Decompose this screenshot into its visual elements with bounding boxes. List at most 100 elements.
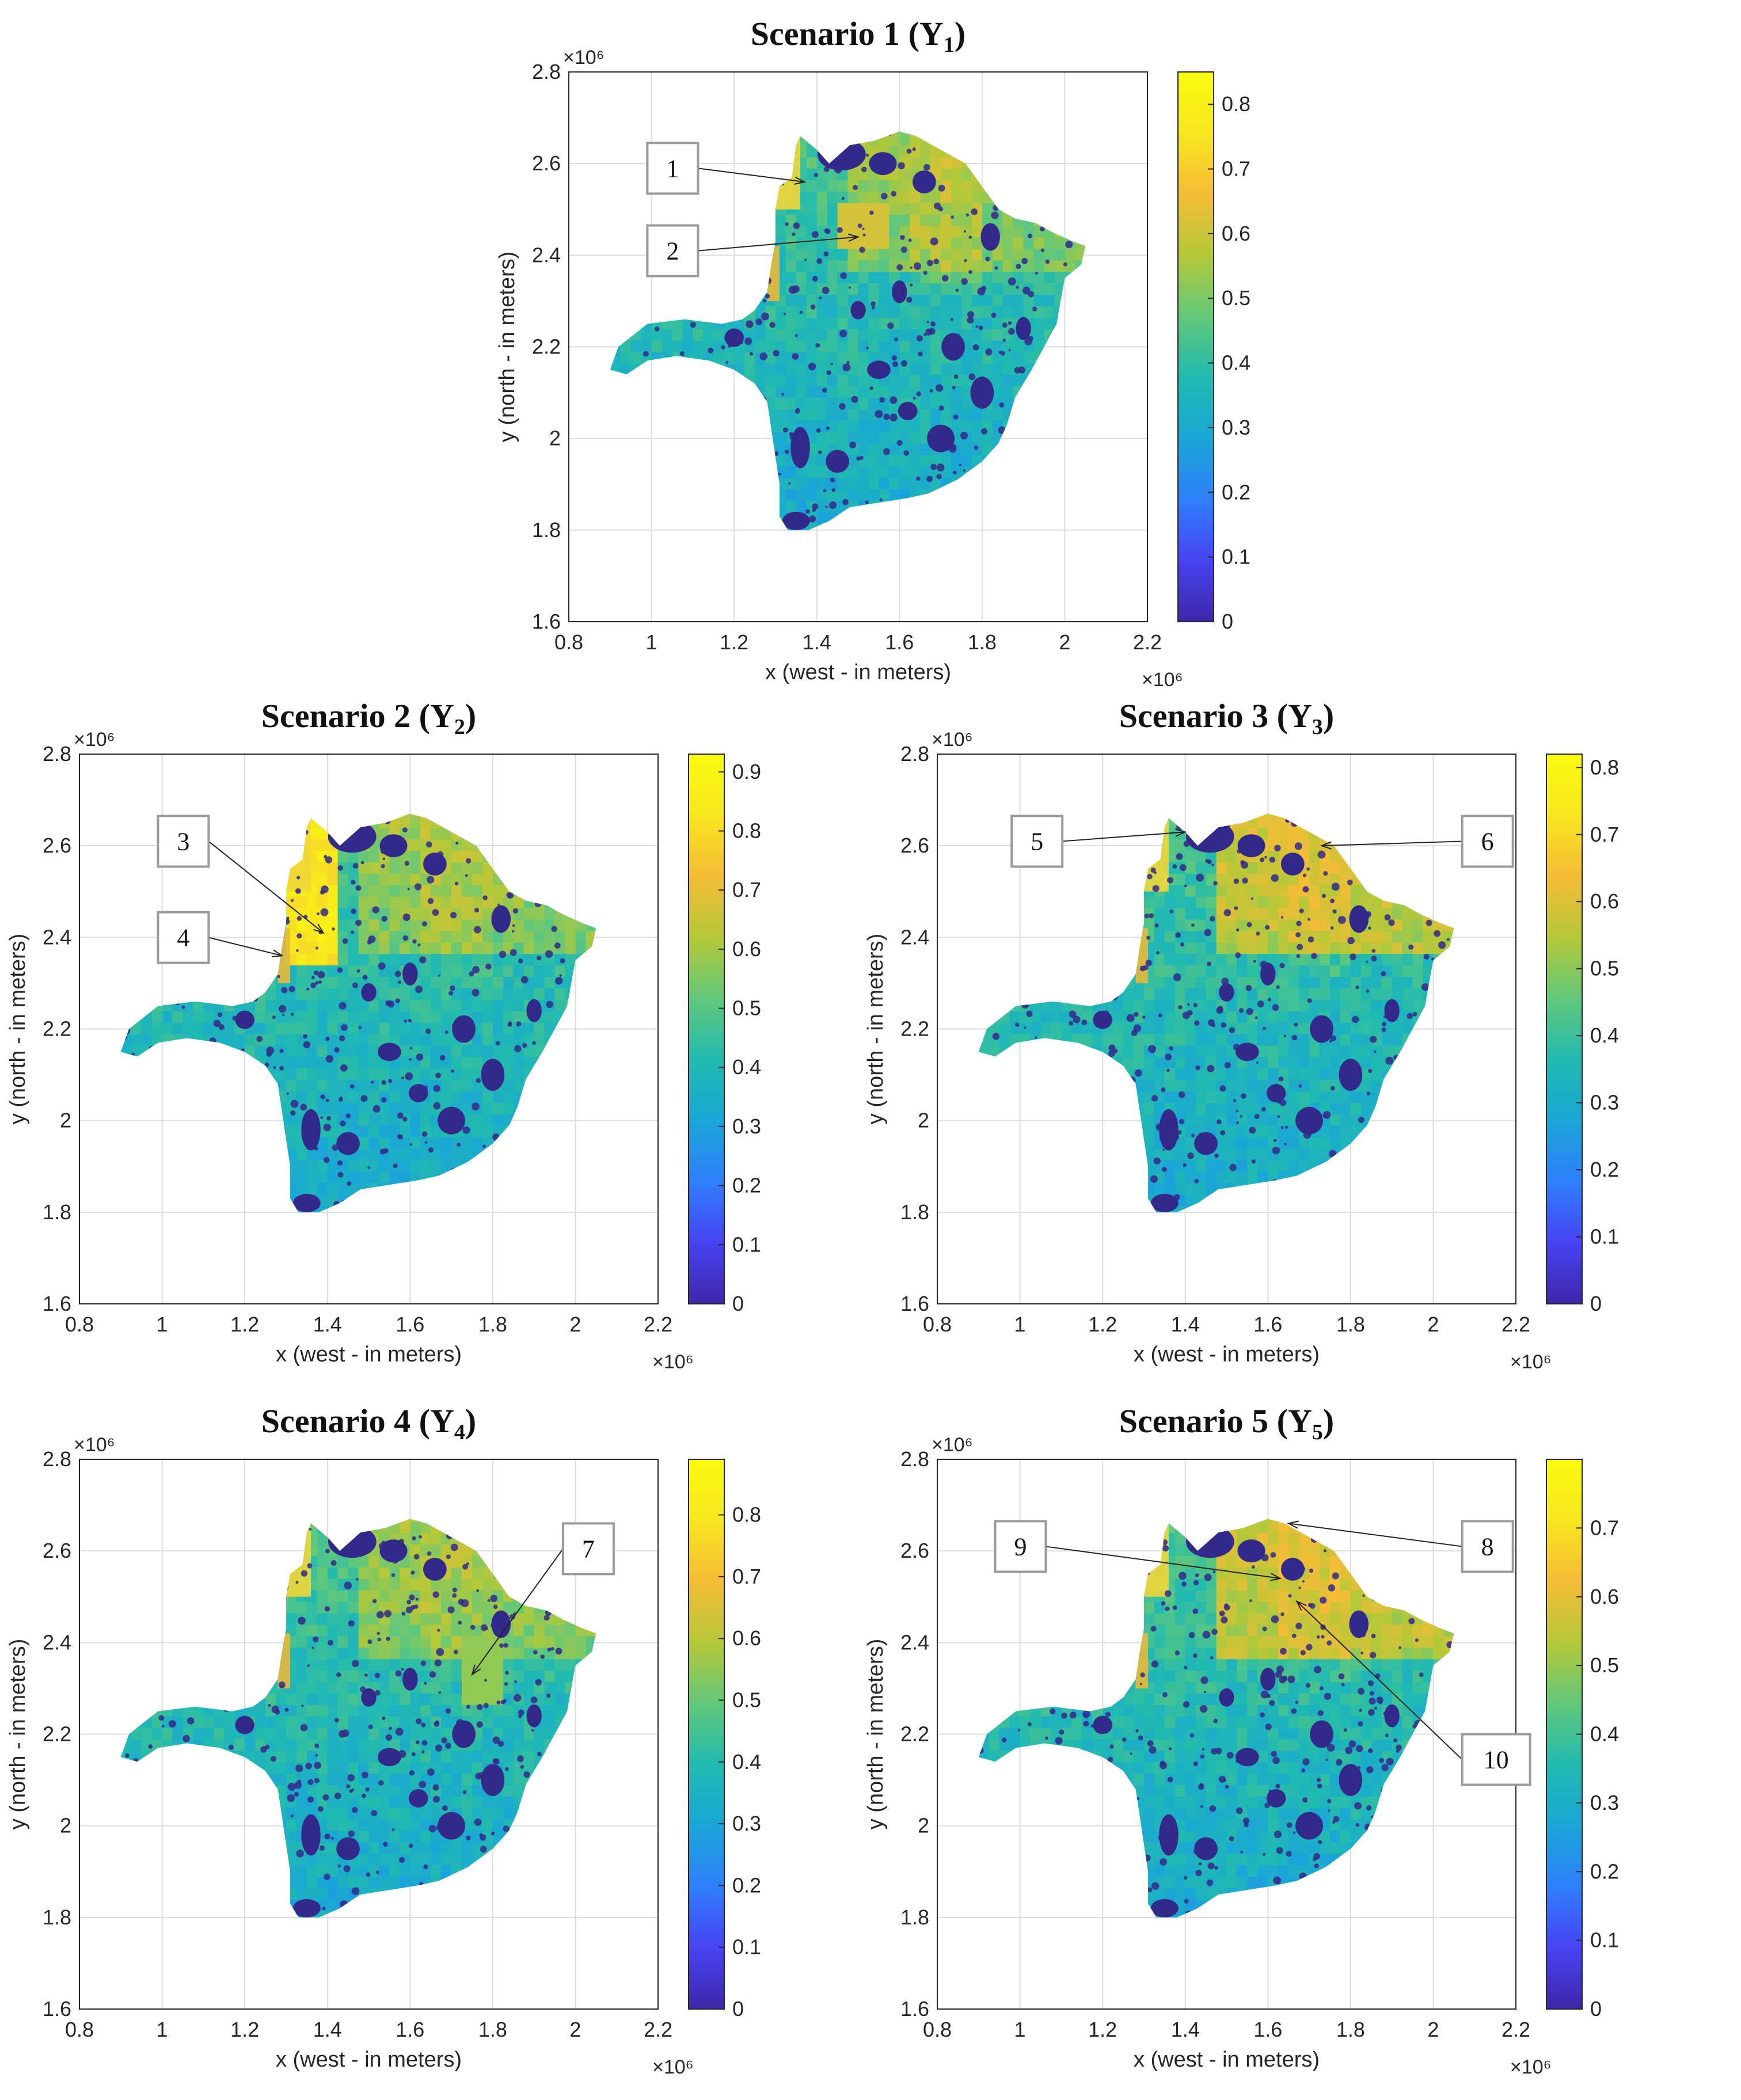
y-tick-label: 2 — [60, 1814, 71, 1838]
x-tick-label: 1.6 — [396, 1312, 424, 1336]
x-tick-label: 1.8 — [1336, 1312, 1365, 1336]
axes-frame — [79, 754, 659, 1304]
y-tick-label: 1.6 — [900, 1997, 929, 2021]
colorbar-tick-label: 0.4 — [1590, 1024, 1619, 1047]
callout-label: 9 — [1014, 1532, 1027, 1561]
x-tick-label: 1 — [157, 1312, 168, 1336]
callout-box — [1010, 815, 1064, 868]
colorbar-tick-label: 0.6 — [732, 937, 761, 961]
colorbar — [1177, 71, 1214, 622]
callout-box — [646, 142, 700, 195]
y-tick-label: 2.4 — [900, 925, 929, 949]
x-tick-label: 1.8 — [968, 630, 997, 654]
colorbar-tick-label: 0.4 — [732, 1750, 761, 1774]
callout-label: 4 — [177, 924, 189, 952]
y-tick-label: 2.6 — [532, 151, 561, 175]
colorbar-tick-label: 0.5 — [732, 1688, 761, 1711]
colorbar-tick-label: 0.7 — [732, 1565, 761, 1588]
callout-box — [1461, 1733, 1531, 1786]
colorbar-tick-label: 0.7 — [732, 878, 761, 901]
callout-box — [646, 224, 700, 277]
y-tick-label: 2.2 — [532, 335, 561, 359]
colorbar-tick-label: 0.6 — [1222, 222, 1250, 245]
y-tick-label: 2 — [60, 1109, 71, 1132]
callout-2: 2 — [646, 224, 860, 277]
x-tick-label: 1 — [1014, 2018, 1026, 2041]
y-axis-label: y (north - in meters) — [864, 934, 888, 1125]
map-panel-scenario-5: 0.8 1 1.2 1.4 1.6 1.8 2 2.2 1.6 1.8 2 2.2 2.4 2.6 2.8 x… — [864, 1387, 1635, 2093]
callout-box — [1461, 1520, 1514, 1573]
callout-label: 1 — [666, 154, 679, 182]
y-tick-label: 2.4 — [900, 1630, 929, 1654]
axes-frame — [79, 1459, 659, 2010]
colorbar-tick-label: 0.5 — [1590, 1653, 1619, 1677]
colorbar-tick-label: 0.7 — [1590, 823, 1619, 846]
callout-3: 3 — [157, 815, 325, 934]
callout-4: 4 — [157, 911, 284, 964]
x-axis-label: x (west - in meters) — [765, 660, 951, 684]
y-tick-label: 2.8 — [900, 1447, 929, 1471]
x-tick-label: 1.6 — [885, 630, 914, 654]
callout-label: 2 — [666, 237, 679, 265]
y-multiplier: ×10⁶ — [74, 729, 115, 751]
x-tick-label: 2 — [1059, 630, 1070, 654]
colorbar-tick-label: 0.3 — [1590, 1091, 1619, 1114]
panel-title: Scenario 5 (Y5) — [1119, 1402, 1334, 1444]
x-multiplier: ×10⁶ — [1510, 1351, 1552, 1373]
axes-frame — [937, 754, 1516, 1304]
y-tick-label: 2.8 — [532, 60, 561, 83]
map-panel-scenario-1: 0.8 1 1.2 1.4 1.6 1.8 2 2.2 1.6 1.8 2 2.2 2.4 2.6 2.8 x… — [495, 0, 1267, 705]
panel-title: Scenario 4 (Y4) — [261, 1402, 476, 1444]
callout-7: 7 — [471, 1522, 615, 1676]
y-tick-label: 2.8 — [43, 742, 71, 766]
colorbar-tick-label: 0 — [732, 1292, 744, 1315]
colorbar-tick-label: 0.9 — [732, 760, 761, 783]
y-tick-label: 1.6 — [43, 1292, 71, 1315]
x-tick-label: 1.4 — [1171, 1312, 1200, 1336]
y-tick-label: 1.8 — [900, 1200, 929, 1224]
x-tick-label: 1.6 — [1253, 2018, 1282, 2041]
map-svg-scenario-3: 0.8 1 1.2 1.4 1.6 1.8 2 2.2 1.6 1.8 2 2.2 2.4 2.6 2.8 x… — [864, 697, 1619, 1373]
colorbar-tick-label: 0 — [1222, 610, 1233, 633]
y-tick-label: 1.8 — [532, 518, 561, 542]
x-tick-label: 0.8 — [923, 1312, 952, 1336]
x-tick-label: 1 — [646, 630, 657, 654]
colorbar-tick-label: 0.8 — [732, 819, 761, 842]
x-axis-label: x (west - in meters) — [1134, 2048, 1320, 2072]
y-tick-label: 1.8 — [43, 1905, 71, 1929]
panel-title: Scenario 1 (Y1) — [751, 15, 965, 57]
y-multiplier: ×10⁶ — [563, 47, 605, 69]
x-tick-label: 1 — [157, 2018, 168, 2041]
map-svg-scenario-4: 0.8 1 1.2 1.4 1.6 1.8 2 2.2 1.6 1.8 2 2.2 2.4 2.6 2.8 x… — [6, 1402, 761, 2078]
callout-10: 10 — [1295, 1600, 1531, 1786]
y-tick-label: 2.6 — [43, 834, 71, 857]
x-tick-label: 1.6 — [1253, 1312, 1282, 1336]
colorbar-tick-label: 0.3 — [732, 1812, 761, 1835]
map-panel-scenario-4: 0.8 1 1.2 1.4 1.6 1.8 2 2.2 1.6 1.8 2 2.2 2.4 2.6 2.8 x… — [6, 1387, 777, 2093]
x-tick-label: 1.6 — [396, 2018, 424, 2041]
y-tick-label: 2 — [918, 1109, 929, 1132]
x-tick-label: 2 — [1427, 2018, 1439, 2041]
x-tick-label: 0.8 — [65, 1312, 94, 1336]
x-multiplier: ×10⁶ — [1142, 669, 1183, 691]
x-multiplier: ×10⁶ — [652, 2056, 694, 2078]
y-tick-label: 2.6 — [900, 834, 929, 857]
x-tick-label: 2.2 — [1501, 2018, 1530, 2041]
x-tick-label: 1.2 — [720, 630, 748, 654]
x-tick-label: 1.4 — [313, 2018, 342, 2041]
x-tick-label: 1.2 — [230, 2018, 259, 2041]
callout-label: 6 — [1481, 827, 1494, 855]
colorbar-tick-label: 0.3 — [732, 1114, 761, 1138]
x-tick-label: 0.8 — [65, 2018, 94, 2041]
map-raster — [120, 1519, 596, 1918]
colorbar-tick-label: 0.6 — [1590, 889, 1619, 913]
colorbar-tick-label: 0.2 — [1590, 1158, 1619, 1181]
callout-box — [994, 1520, 1047, 1573]
y-axis-label: y (north - in meters) — [6, 1639, 30, 1830]
x-tick-label: 2.2 — [1133, 630, 1162, 654]
map-svg-scenario-5: 0.8 1 1.2 1.4 1.6 1.8 2 2.2 1.6 1.8 2 2.2 2.4 2.6 2.8 x… — [864, 1402, 1619, 2078]
callout-label: 5 — [1031, 827, 1043, 855]
callout-label: 8 — [1481, 1532, 1494, 1561]
colorbar-tick-label: 0.2 — [1222, 480, 1250, 504]
colorbar-tick-label: 0.1 — [732, 1935, 761, 1959]
